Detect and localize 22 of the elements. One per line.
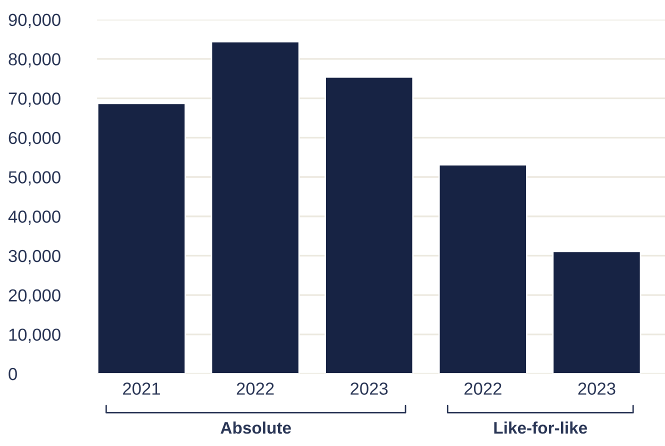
y-tick-label: 40,000 (8, 210, 60, 225)
text: Absolute (220, 422, 291, 434)
x-tick-label: 2023 (350, 382, 388, 395)
y-tick-label: 60,000 (8, 132, 60, 146)
bar (97, 102, 186, 374)
text: Like-for-like (494, 422, 588, 434)
bar (210, 40, 300, 374)
x-tick-label: 2021 (123, 382, 160, 395)
y-tick-label: 90,000 (8, 14, 60, 28)
x-tick-label: 2022 (464, 382, 502, 395)
y-tick-label: 80,000 (8, 53, 60, 68)
y-tick-label: 20,000 (8, 289, 60, 304)
bar (438, 164, 528, 374)
x-tick-label: 2023 (578, 382, 616, 395)
y-tick-label: 30,000 (8, 250, 60, 264)
y-tick-label: 0 (8, 368, 17, 380)
bar (552, 250, 642, 374)
y-tick-label: 70,000 (8, 92, 60, 107)
y-tick-label: 10,000 (9, 328, 60, 343)
y-tick-label: 50,000 (8, 171, 60, 186)
bar (324, 76, 414, 374)
x-tick-label: 2022 (236, 382, 274, 395)
